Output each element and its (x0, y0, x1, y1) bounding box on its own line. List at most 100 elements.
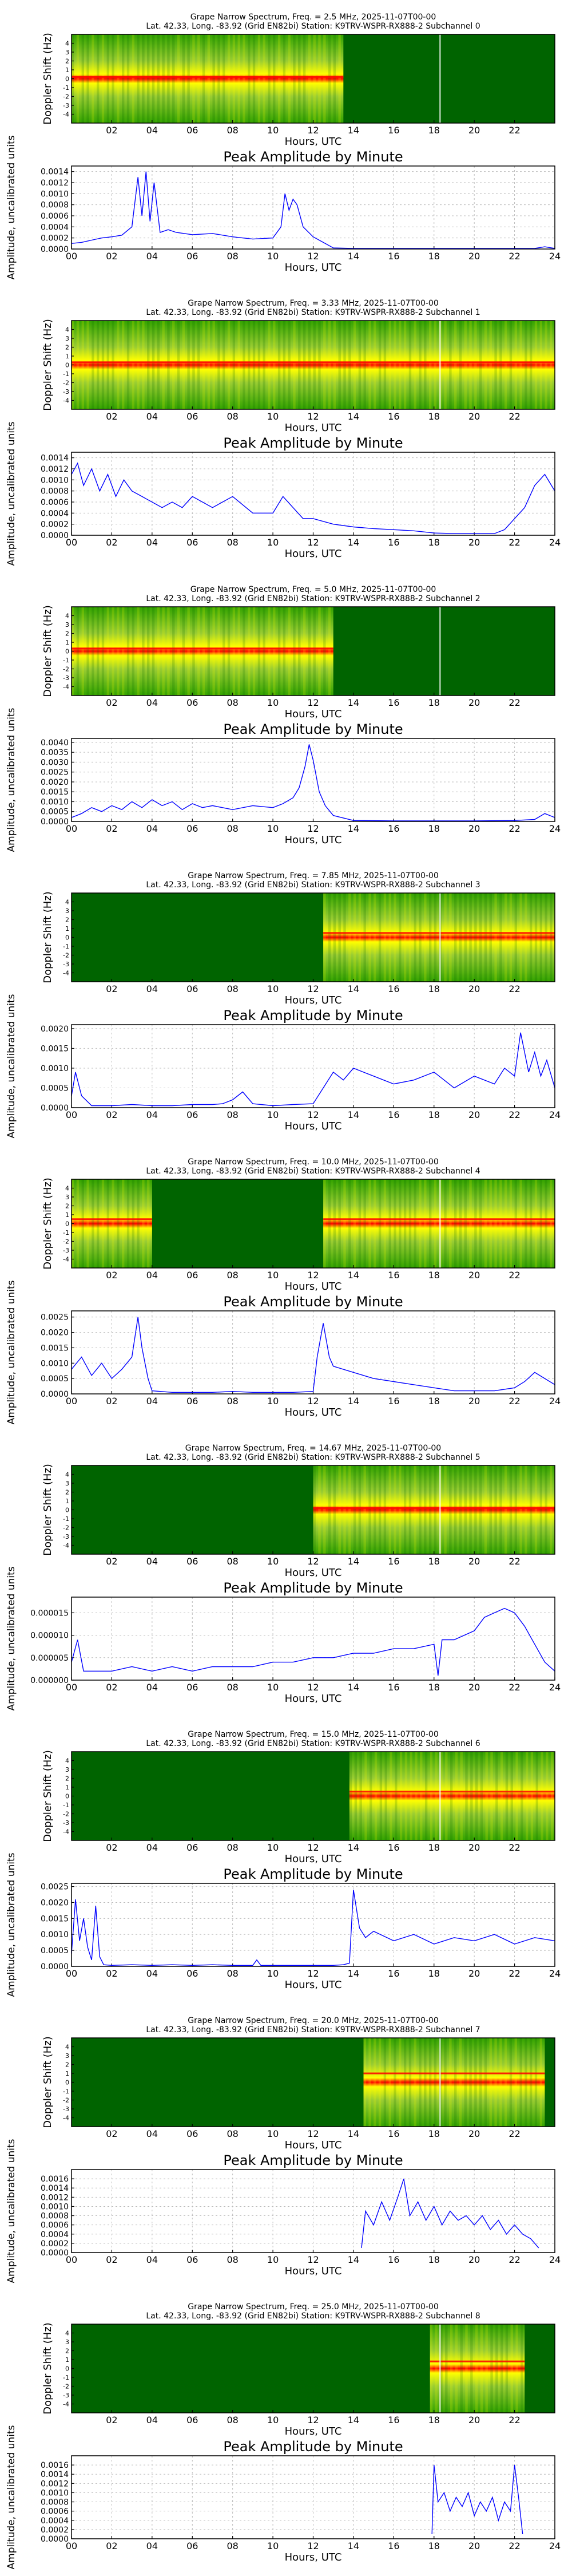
spectrum-stripe (529, 1179, 533, 1268)
x-tick-label: 18 (428, 1842, 440, 1853)
y-tick-label: 0.0005 (41, 1374, 69, 1384)
x-tick-label: 14 (348, 2254, 359, 2265)
y-axis-label: Amplitude, uncalibrated units (6, 2139, 17, 2283)
x-tick-label: 24 (549, 1968, 561, 1979)
spectrum-stripe (223, 34, 225, 123)
x-tick-label: 14 (348, 823, 359, 834)
x-tick-label: 14 (348, 2128, 359, 2139)
spectrum-stripe (521, 2324, 523, 2413)
spectrum-stripe (117, 1179, 120, 1268)
spectrum-stripe (434, 893, 437, 982)
spectrum-stripe (378, 1465, 382, 1554)
x-tick-label: 18 (428, 1682, 440, 1693)
y-tick-label: 2 (65, 58, 69, 65)
x-tick-label: 02 (106, 983, 117, 994)
spectrum-stripe (338, 1179, 341, 1268)
spectrum-active-band-0 (430, 2324, 525, 2413)
y-tick-label: 2 (65, 1203, 69, 1210)
x-tick-label: 16 (388, 1682, 399, 1693)
y-tick-label: 0.0012 (41, 2479, 69, 2488)
y-tick-label: 0.0002 (41, 2239, 69, 2249)
spectrum-stripe (106, 1179, 110, 1268)
spectrum-active-band-0 (72, 1179, 152, 1268)
y-axis-label: Amplitude, uncalibrated units (6, 421, 17, 566)
x-tick-label: 20 (468, 1556, 480, 1567)
spectrum-stripe (212, 321, 215, 409)
x-tick-label: 18 (428, 2254, 440, 2265)
spectrum-stripe (86, 607, 89, 696)
y-tick-label: 0.0002 (41, 2526, 69, 2535)
x-tick-label: 04 (146, 2128, 158, 2139)
spectrum-stripe (368, 893, 371, 982)
spectrum-stripe (122, 34, 125, 123)
y-tick-label: 0.0016 (41, 2461, 69, 2470)
spectrum-stripe (81, 607, 85, 696)
spectrum-stripe (363, 1465, 366, 1554)
x-tick-label: 22 (509, 1968, 520, 1979)
spectrum-stripe (303, 34, 306, 123)
x-tick-label: 08 (227, 251, 238, 262)
x-tick-label: 10 (267, 1682, 279, 1693)
y-tick-label: -3 (63, 961, 69, 968)
y-tick-label: 0.0010 (41, 189, 69, 199)
spectrum-stripe (283, 34, 286, 123)
x-tick-label: 08 (227, 537, 238, 548)
spectrum-stripe (378, 1179, 382, 1268)
x-tick-label: 22 (509, 2254, 520, 2265)
y-tick-label: -4 (63, 2115, 69, 2122)
spectrum-stripe (399, 321, 402, 409)
spectrum-stripe (147, 1179, 150, 1268)
y-tick-label: 0.0012 (41, 465, 69, 474)
spectrum-stripe (81, 321, 85, 409)
spectrum-stripe (217, 607, 220, 696)
spectrum-stripe (273, 607, 276, 696)
spectrum-stripe (419, 1465, 422, 1554)
y-tick-label: 0 (65, 1793, 69, 1800)
x-tick-label: 14 (348, 983, 359, 994)
y-tick-label: 0.0035 (41, 748, 69, 757)
spectrum-stripe (252, 607, 256, 696)
spectrum-stripe (313, 1465, 316, 1554)
spectrum-stripe (474, 893, 477, 982)
spectrum-stripe (455, 2324, 458, 2413)
spectrum-stripe (388, 2038, 391, 2127)
y-axis-label: Doppler Shift (Hz) (42, 2036, 54, 2128)
x-tick-label: 20 (468, 2128, 480, 2139)
spectrum-stripe (399, 1752, 403, 1840)
spectrum-stripe (86, 321, 89, 409)
spectrum-stripe (519, 1465, 522, 1554)
spectrum-stripe (455, 1752, 458, 1840)
y-tick-label: 4 (65, 613, 69, 620)
spectrum-stripe (495, 1752, 498, 1840)
y-tick-label: -1 (63, 943, 69, 950)
spectrum-stripe (539, 893, 542, 982)
y-tick-label: 0.0000 (41, 245, 69, 254)
spectrum-stripe (509, 2038, 513, 2127)
y-tick-label: 1 (65, 639, 69, 646)
spectrum-stripe (428, 321, 432, 409)
spectrum-stripe (383, 321, 387, 409)
spectrum-stripe (539, 2038, 542, 2127)
spectrum-stripe (494, 1179, 497, 1268)
spectrum-stripe (494, 321, 497, 409)
spectrum-stripe (504, 321, 507, 409)
spectrum-stripe (288, 321, 291, 409)
x-tick-label: 10 (267, 411, 279, 422)
spectrum-stripe (192, 607, 195, 696)
spectrum-stripe (408, 893, 412, 982)
spectrum-stripe (212, 34, 215, 123)
spectrum-stripe (167, 607, 170, 696)
spectrum-stripe (348, 1465, 351, 1554)
spectrum-stripe (459, 1465, 462, 1554)
spectrum-stripe (192, 321, 195, 409)
x-tick-label: 24 (549, 251, 561, 262)
spectrum-stripe (273, 321, 276, 409)
spectrum-stripe (539, 1179, 542, 1268)
spectrum-stripe (469, 893, 472, 982)
spectrum-stripe (197, 321, 200, 409)
y-axis-label: Amplitude, uncalibrated units (6, 994, 17, 1138)
spectrum-stripe (197, 607, 200, 696)
amplitude-panel-1: Peak Amplitude by Minute 00 02 04 06 08 10 12 14… (6, 135, 561, 279)
x-tick-label: 08 (227, 1396, 238, 1406)
x-tick-label: 22 (509, 983, 520, 994)
